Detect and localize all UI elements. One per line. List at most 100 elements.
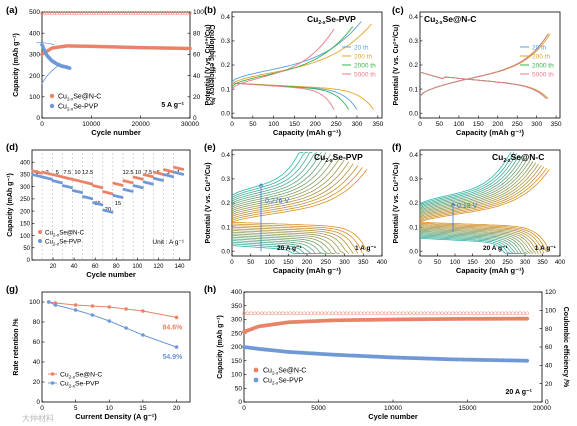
efficiency-point [302,311,307,316]
efficiency-point [124,11,128,15]
efficiency-point [376,311,381,316]
panel-label-b: (b) [204,5,216,16]
x-tick-label: 350 [372,121,383,128]
efficiency-point [116,11,121,15]
discharge-curve [231,245,304,254]
y2-tick-label: 40 [545,363,553,370]
charge-curve [231,163,354,217]
legend-marker [49,103,55,109]
discharge-curve [419,229,531,254]
legend-label: 5000 th [532,71,554,78]
x-tick-label: 5 [74,405,78,412]
efficiency-point [121,11,126,15]
charge-curve [231,152,313,200]
data-point [80,191,84,195]
y-tick-label: 250 [231,330,242,337]
efficiency-point [101,11,106,15]
x-tick-label: 50 [247,259,254,266]
y-tick-label: 100 [29,299,40,306]
efficiency-point [288,311,292,316]
data-point [107,305,112,309]
legend-marker [253,377,259,383]
y-tick-label: 0 [36,115,40,122]
y2-tick-label: 100 [193,9,204,16]
panel-c: 0 50 100 150 200 250 300 350 0.0 0.1 0.2 0.3 0.4 Capa… [393,11,562,137]
y2-tick-label: 80 [193,30,201,37]
data-point [124,326,128,330]
x-tick-label: 50 [436,121,444,128]
efficiency-point [366,311,370,316]
x-tick-label: 200 [302,259,313,266]
efficiency-point [458,311,462,316]
x-tick-label: 400 [555,259,566,266]
efficiency-point [106,11,111,15]
discharge-curve [419,227,537,254]
data-point [90,304,95,308]
panel-label-a: (a) [6,5,18,16]
y-axis-label: Potential (V vs. Cu²⁺/Cu) [393,162,400,243]
x-axis-label: Capacity (mAh g⁻¹) [273,266,342,275]
rate-label: 12.5 [82,170,93,176]
efficiency-point [298,311,303,316]
efficiency-point [507,311,512,316]
legend-marker [253,367,259,373]
efficiency-point [156,11,160,15]
y2-tick-label: 20 [545,381,553,388]
efficiency-point [387,311,391,316]
y-tick-label: 100 [20,234,31,240]
charge-curve [231,152,308,198]
discharge-curve [231,82,375,110]
x-tick-label: 100 [264,259,275,266]
data-point [150,175,154,179]
panel-label-c: (c) [392,5,404,16]
data-point [73,308,78,312]
efficiency-point [94,11,99,15]
x-tick-label: 50 [434,259,441,266]
charge-curve [419,167,548,222]
charge-curve [231,161,350,216]
y-tick-label: 0.0 [221,248,230,255]
arrow-up-icon [450,202,456,207]
efficiency-point [40,11,44,15]
efficiency-point [119,11,123,15]
legend-marker [50,381,55,385]
discharge-curve [419,223,548,253]
efficiency-point [185,11,190,15]
x-tick-label: 350 [551,121,562,128]
x-axis-label: Cycle number [368,412,418,421]
efficiency-point [252,311,257,316]
rate-label: 7.5 [144,170,152,176]
x-tick-label: 0 [418,121,422,128]
efficiency-point [96,11,101,15]
discharge-curve [419,234,520,254]
efficiency-point [188,11,192,15]
efficiency-point [64,11,69,15]
charge-curve [419,154,520,209]
data-point [171,175,175,179]
data-point [130,189,134,193]
efficiency-point [482,311,487,316]
x-tick-label: 300 [520,259,531,266]
y-tick-label: 200 [231,344,242,351]
efficiency-point [408,311,413,316]
x-tick-label: 30000 [181,121,199,128]
efficiency-point [390,311,395,316]
panel-f: 0 50 100 150 200 250 300 350 400 0.0 0.1 0.2 0.3 0.4 C… [393,149,566,275]
y-tick-label: 0.3 [409,38,418,45]
legend-label: Cu2-xSe-PVP [58,104,98,112]
x-tick-label: 300 [531,121,542,128]
efficiency-point [84,11,89,15]
y-tick-label: 100 [29,94,40,101]
x-axis-label: Capacity (mAh g⁻¹) [273,128,342,137]
efficiency-point [450,311,455,316]
y-tick-label: 0.0 [409,248,418,255]
charge-curve [419,161,534,215]
charge-curve [231,169,368,223]
efficiency-point [136,11,141,15]
data-point [525,316,530,321]
data-point [130,181,134,185]
efficiency-point [54,11,59,15]
y-tick-label: 0.4 [221,152,230,159]
charge-curve [231,152,304,197]
efficiency-point [57,11,62,15]
